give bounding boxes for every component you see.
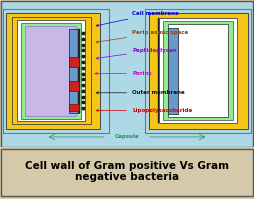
Bar [149,13,248,129]
Bar [12,17,91,124]
Text: Porins: Porins [95,71,152,76]
Text: Cell wall of Gram positive Vs Gram
negative bacteria: Cell wall of Gram positive Vs Gram negat… [25,161,229,182]
Text: Peptidoglycan: Peptidoglycan [96,48,177,59]
Bar [69,81,79,91]
Bar [25,26,76,116]
Bar [158,19,159,123]
Bar [21,23,81,119]
Text: Lipopolysaccharide: Lipopolysaccharide [96,108,192,113]
Bar [159,19,237,123]
Bar [163,21,233,120]
Bar [145,9,251,133]
Bar [6,13,100,129]
Bar [69,29,79,113]
Bar [168,24,228,117]
Bar [3,9,109,133]
Bar [78,29,80,113]
Bar [69,104,79,111]
Bar [168,28,178,114]
Text: Outer membrane: Outer membrane [96,90,185,95]
Text: Periplasmic space: Periplasmic space [96,30,188,43]
Text: Cell membrane: Cell membrane [96,11,179,26]
Bar [17,20,85,121]
Bar [69,58,79,67]
Text: Capsule: Capsule [115,135,139,139]
